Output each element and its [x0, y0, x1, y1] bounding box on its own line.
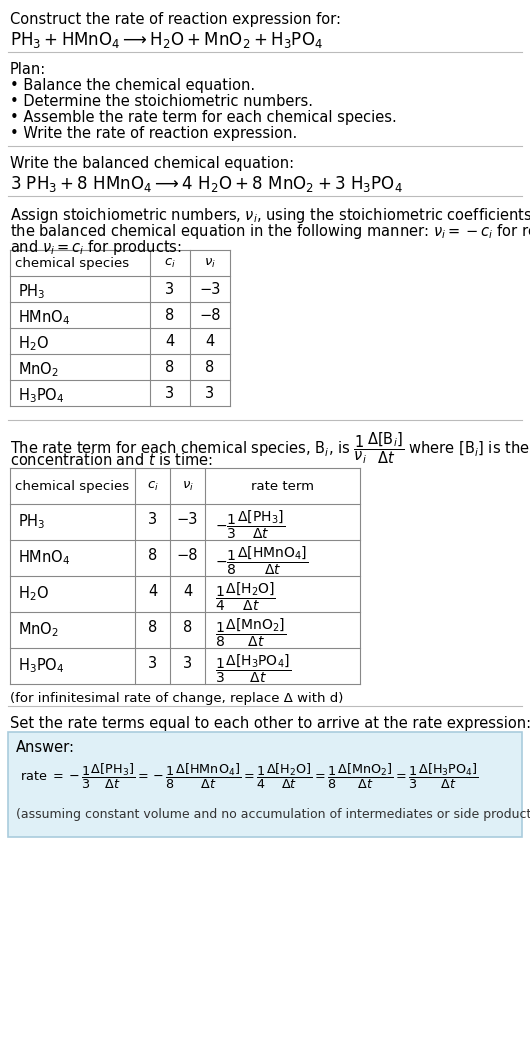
Text: • Determine the stoichiometric numbers.: • Determine the stoichiometric numbers. — [10, 94, 313, 109]
Text: concentration and $t$ is time:: concentration and $t$ is time: — [10, 452, 213, 468]
Text: $\nu_i$: $\nu_i$ — [182, 480, 193, 493]
Text: 8: 8 — [148, 620, 157, 635]
Text: chemical species: chemical species — [15, 257, 129, 270]
Text: rate $= -\dfrac{1}{3}\dfrac{\Delta[\mathrm{PH_3}]}{\Delta t}= -\dfrac{1}{8}\dfra: rate $= -\dfrac{1}{3}\dfrac{\Delta[\math… — [20, 761, 479, 791]
Text: 3: 3 — [206, 386, 215, 401]
Text: $\mathrm{PH_3 + HMnO_4 \longrightarrow H_2O + MnO_2 + H_3PO_4}$: $\mathrm{PH_3 + HMnO_4 \longrightarrow H… — [10, 30, 323, 50]
Text: 8: 8 — [206, 360, 215, 376]
Text: • Assemble the rate term for each chemical species.: • Assemble the rate term for each chemic… — [10, 110, 397, 126]
Text: chemical species: chemical species — [15, 480, 129, 493]
Text: $\nu_i$: $\nu_i$ — [204, 257, 216, 270]
Text: Write the balanced chemical equation:: Write the balanced chemical equation: — [10, 156, 294, 170]
Text: −8: −8 — [199, 308, 221, 323]
FancyBboxPatch shape — [8, 732, 522, 837]
Text: $\mathrm{H_2O}$: $\mathrm{H_2O}$ — [18, 584, 49, 602]
Text: 8: 8 — [183, 620, 192, 635]
Text: $\dfrac{1}{3}\dfrac{\Delta[\mathrm{H_3PO_4}]}{\Delta t}$: $\dfrac{1}{3}\dfrac{\Delta[\mathrm{H_3PO… — [215, 653, 291, 685]
Text: 3: 3 — [183, 656, 192, 670]
Text: $\mathrm{MnO_2}$: $\mathrm{MnO_2}$ — [18, 360, 59, 379]
Text: The rate term for each chemical species, $\mathrm{B}_i$, is $\dfrac{1}{\nu_i}\df: The rate term for each chemical species,… — [10, 430, 530, 465]
Text: 3: 3 — [165, 282, 174, 297]
Text: −8: −8 — [176, 548, 198, 563]
Text: −3: −3 — [199, 282, 220, 297]
Text: $\mathrm{HMnO_4}$: $\mathrm{HMnO_4}$ — [18, 548, 70, 567]
Text: 4: 4 — [165, 334, 174, 349]
Text: 8: 8 — [165, 308, 174, 323]
Text: 3: 3 — [148, 511, 157, 527]
Text: 3: 3 — [165, 386, 174, 401]
Text: −3: −3 — [177, 511, 198, 527]
Text: 3: 3 — [148, 656, 157, 670]
Text: • Write the rate of reaction expression.: • Write the rate of reaction expression. — [10, 126, 297, 141]
Text: rate term: rate term — [251, 480, 314, 493]
Text: $\mathrm{PH_3}$: $\mathrm{PH_3}$ — [18, 282, 46, 300]
Text: $\mathrm{3\ PH_3 + 8\ HMnO_4 \longrightarrow 4\ H_2O + 8\ MnO_2 + 3\ H_3PO_4}$: $\mathrm{3\ PH_3 + 8\ HMnO_4 \longrighta… — [10, 174, 403, 194]
Text: $\mathrm{H_3PO_4}$: $\mathrm{H_3PO_4}$ — [18, 656, 65, 675]
Text: the balanced chemical equation in the following manner: $\nu_i = -c_i$ for react: the balanced chemical equation in the fo… — [10, 222, 530, 241]
Text: $-\dfrac{1}{3}\dfrac{\Delta[\mathrm{PH_3}]}{\Delta t}$: $-\dfrac{1}{3}\dfrac{\Delta[\mathrm{PH_3… — [215, 509, 285, 542]
Text: (for infinitesimal rate of change, replace Δ with d): (for infinitesimal rate of change, repla… — [10, 692, 343, 705]
Text: $\mathrm{PH_3}$: $\mathrm{PH_3}$ — [18, 511, 46, 530]
Text: 8: 8 — [148, 548, 157, 563]
Text: Set the rate terms equal to each other to arrive at the rate expression:: Set the rate terms equal to each other t… — [10, 717, 530, 731]
Text: $-\dfrac{1}{8}\dfrac{\Delta[\mathrm{HMnO_4}]}{\Delta t}$: $-\dfrac{1}{8}\dfrac{\Delta[\mathrm{HMnO… — [215, 545, 308, 577]
Text: Construct the rate of reaction expression for:: Construct the rate of reaction expressio… — [10, 12, 341, 27]
Text: $c_i$: $c_i$ — [164, 257, 176, 270]
Text: and $\nu_i = c_i$ for products:: and $\nu_i = c_i$ for products: — [10, 238, 182, 257]
Text: $\dfrac{1}{8}\dfrac{\Delta[\mathrm{MnO_2}]}{\Delta t}$: $\dfrac{1}{8}\dfrac{\Delta[\mathrm{MnO_2… — [215, 617, 286, 650]
Text: $\mathrm{HMnO_4}$: $\mathrm{HMnO_4}$ — [18, 308, 70, 326]
Text: 4: 4 — [206, 334, 215, 349]
Text: $c_i$: $c_i$ — [147, 480, 158, 493]
Text: Assign stoichiometric numbers, $\nu_i$, using the stoichiometric coefficients, $: Assign stoichiometric numbers, $\nu_i$, … — [10, 206, 530, 225]
Text: $\dfrac{1}{4}\dfrac{\Delta[\mathrm{H_2O}]}{\Delta t}$: $\dfrac{1}{4}\dfrac{\Delta[\mathrm{H_2O}… — [215, 581, 276, 613]
Text: $\mathrm{H_2O}$: $\mathrm{H_2O}$ — [18, 334, 49, 353]
Text: 4: 4 — [183, 584, 192, 599]
Text: 4: 4 — [148, 584, 157, 599]
Text: $\mathrm{H_3PO_4}$: $\mathrm{H_3PO_4}$ — [18, 386, 65, 405]
Text: (assuming constant volume and no accumulation of intermediates or side products): (assuming constant volume and no accumul… — [16, 808, 530, 821]
Text: Answer:: Answer: — [16, 740, 75, 755]
Text: • Balance the chemical equation.: • Balance the chemical equation. — [10, 78, 255, 93]
Text: Plan:: Plan: — [10, 62, 46, 77]
Text: 8: 8 — [165, 360, 174, 376]
Text: $\mathrm{MnO_2}$: $\mathrm{MnO_2}$ — [18, 620, 59, 639]
